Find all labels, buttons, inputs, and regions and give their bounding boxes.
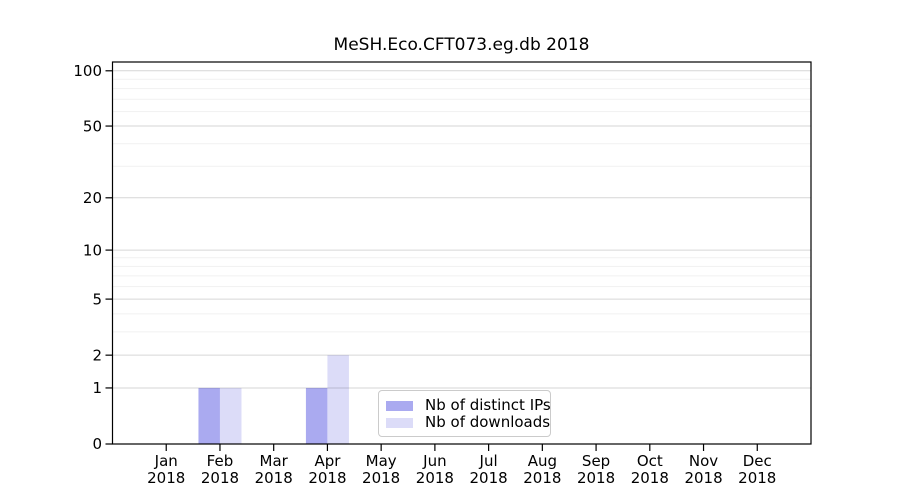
legend-item-distinct-ips: Nb of distinct IPs	[386, 397, 551, 414]
y-tick-label-0: 0	[92, 435, 102, 453]
axes-frame	[111, 61, 812, 445]
x-tick-label-year-may: 2018	[362, 469, 400, 487]
bar-nb-of-distinct-ips-feb	[198, 387, 220, 444]
x-tick-label-year-jan: 2018	[147, 469, 185, 487]
x-tick-label-month-apr: Apr	[314, 452, 341, 470]
x-tick-label-month-may: May	[366, 452, 397, 470]
x-tick-label-month-jun: Jun	[422, 452, 446, 470]
y-tick-label-1: 1	[92, 379, 102, 397]
legend-item-downloads: Nb of downloads	[386, 414, 550, 431]
x-tick-label-month-oct: Oct	[637, 452, 663, 470]
x-tick-label-month-aug: Aug	[528, 452, 557, 470]
y-tick-label-100: 100	[73, 62, 102, 80]
x-tick-label-month-jan: Jan	[154, 452, 178, 470]
legend-label-downloads: Nb of downloads	[425, 413, 551, 431]
x-tick-label-month-mar: Mar	[260, 452, 289, 470]
y-tick-label-50: 50	[83, 117, 102, 135]
y-tick-label-5: 5	[92, 290, 102, 308]
x-tick-label-month-feb: Feb	[207, 452, 234, 470]
x-tick-label-year-jul: 2018	[470, 469, 508, 487]
x-tick-label-year-mar: 2018	[255, 469, 293, 487]
x-tick-label-month-dec: Dec	[743, 452, 772, 470]
x-tick-label-year-dec: 2018	[738, 469, 776, 487]
y-tick-label-20: 20	[83, 189, 102, 207]
chart-title: MeSH.Eco.CFT073.eg.db 2018	[333, 35, 590, 55]
x-tick-label-month-jul: Jul	[479, 452, 498, 470]
bar-nb-of-downloads-feb	[219, 387, 242, 444]
x-tick-label-year-jun: 2018	[416, 469, 454, 487]
y-tick-label-10: 10	[83, 241, 102, 259]
legend-swatch-distinct-ips	[386, 400, 413, 411]
bar-nb-of-distinct-ips-apr	[305, 387, 328, 444]
y-tick-label-2: 2	[92, 346, 102, 364]
legend-label-distinct-ips: Nb of distinct IPs	[425, 396, 551, 414]
x-tick-label-year-feb: 2018	[201, 469, 239, 487]
legend-swatch-downloads	[386, 417, 413, 428]
x-tick-label-month-nov: Nov	[689, 452, 718, 470]
bar-nb-of-downloads-apr	[327, 355, 349, 444]
legend: Nb of distinct IPs Nb of downloads	[378, 390, 551, 437]
x-tick-label-year-aug: 2018	[523, 469, 561, 487]
x-tick-label-year-oct: 2018	[631, 469, 669, 487]
x-tick-label-year-sep: 2018	[577, 469, 615, 487]
x-tick-label-year-apr: 2018	[308, 469, 346, 487]
x-tick-label-month-sep: Sep	[582, 452, 610, 470]
x-tick-label-year-nov: 2018	[684, 469, 722, 487]
